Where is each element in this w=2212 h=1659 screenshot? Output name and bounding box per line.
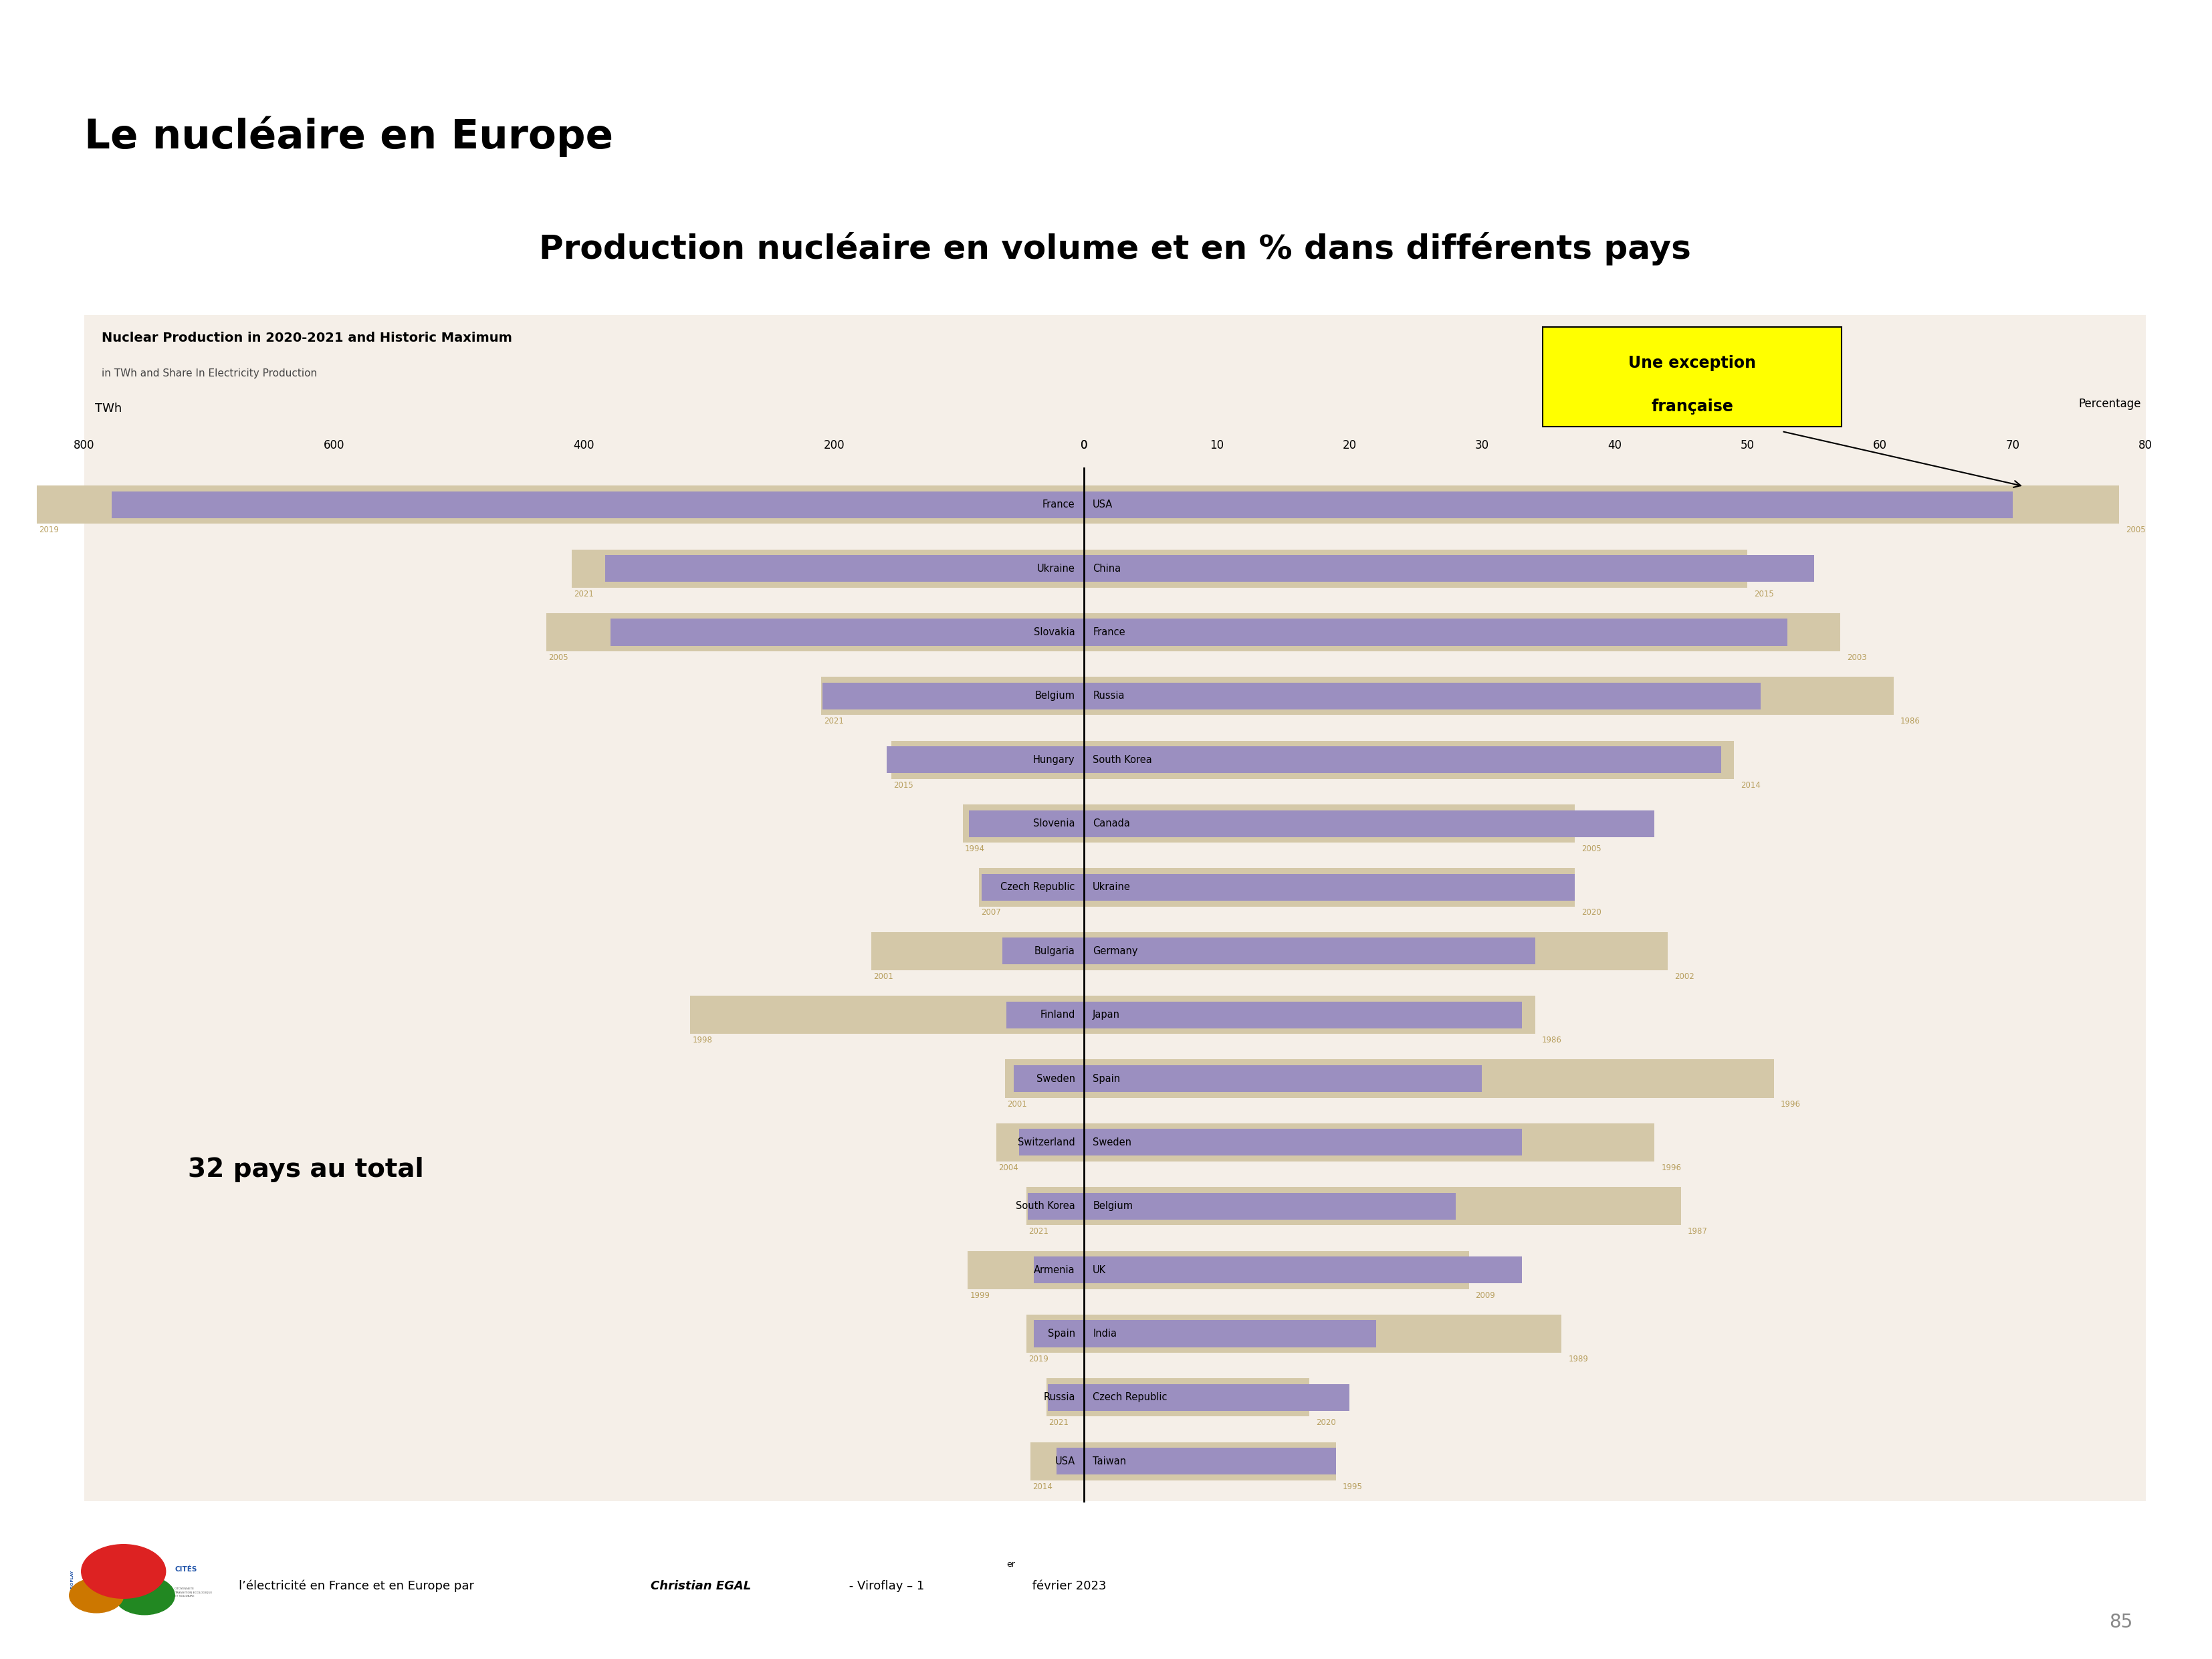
Text: 600: 600	[323, 440, 345, 451]
Text: 30: 30	[1475, 440, 1489, 451]
Text: Ukraine: Ukraine	[1037, 564, 1075, 574]
Text: Le nucléaire en Europe: Le nucléaire en Europe	[84, 116, 613, 158]
Text: TWh: TWh	[95, 403, 122, 415]
Text: 60: 60	[1874, 440, 1887, 451]
Text: 2005: 2005	[549, 654, 568, 662]
Text: Taiwan: Taiwan	[1093, 1457, 1126, 1467]
Text: 2001: 2001	[1006, 1100, 1026, 1108]
Text: 2019: 2019	[1029, 1355, 1048, 1364]
Text: Switzerland: Switzerland	[1018, 1138, 1075, 1148]
Text: Une exception: Une exception	[1628, 355, 1756, 372]
Text: 2021: 2021	[823, 717, 843, 725]
Text: 1987: 1987	[1688, 1228, 1708, 1236]
Text: 1996: 1996	[1661, 1163, 1681, 1173]
Text: 2021: 2021	[1048, 1418, 1068, 1427]
Circle shape	[82, 1545, 166, 1598]
Text: Armenia: Armenia	[1033, 1264, 1075, 1274]
Text: 2002: 2002	[1674, 972, 1694, 980]
Text: 2004: 2004	[998, 1163, 1018, 1173]
Text: 400: 400	[573, 440, 595, 451]
Text: 2015: 2015	[1754, 589, 1774, 599]
Text: in TWh and Share In Electricity Production: in TWh and Share In Electricity Producti…	[102, 368, 316, 378]
Text: Nuclear Production in 2020-2021 and Historic Maximum: Nuclear Production in 2020-2021 and Hist…	[102, 332, 513, 345]
Text: 1989: 1989	[1568, 1355, 1588, 1364]
Text: Germany: Germany	[1093, 946, 1137, 956]
Text: 32 pays au total: 32 pays au total	[188, 1156, 425, 1183]
Text: Belgium: Belgium	[1093, 1201, 1133, 1211]
Text: Percentage: Percentage	[2079, 398, 2141, 410]
Text: Spain: Spain	[1048, 1329, 1075, 1339]
Text: 50: 50	[1741, 440, 1754, 451]
Text: Slovakia: Slovakia	[1033, 627, 1075, 637]
Text: 1996: 1996	[1781, 1100, 1801, 1108]
Text: India: India	[1093, 1329, 1117, 1339]
Text: 80: 80	[2139, 440, 2152, 451]
Text: 1986: 1986	[1542, 1035, 1562, 1045]
Text: CITÉS: CITÉS	[175, 1566, 197, 1573]
Text: South Korea: South Korea	[1015, 1201, 1075, 1211]
Text: Production nucléaire en volume et en % dans différents pays: Production nucléaire en volume et en % d…	[540, 232, 1690, 265]
Text: Ukraine: Ukraine	[1093, 883, 1130, 893]
Text: France: France	[1093, 627, 1126, 637]
Text: 2020: 2020	[1582, 909, 1601, 917]
Text: 2020: 2020	[1316, 1418, 1336, 1427]
Text: l’électricité en France et en Europe par: l’électricité en France et en Europe par	[239, 1579, 478, 1593]
Text: er: er	[1006, 1559, 1015, 1569]
Text: 1999: 1999	[969, 1291, 991, 1299]
Text: Sweden: Sweden	[1093, 1138, 1133, 1148]
Text: février 2023: février 2023	[1029, 1579, 1106, 1593]
Text: UK: UK	[1093, 1264, 1106, 1274]
Circle shape	[115, 1576, 175, 1614]
Text: 1995: 1995	[1343, 1481, 1363, 1491]
Text: 0: 0	[1079, 440, 1088, 451]
Text: Canada: Canada	[1093, 818, 1130, 828]
Text: 2014: 2014	[1741, 781, 1761, 790]
Text: Slovenia: Slovenia	[1033, 818, 1075, 828]
Text: Christian EGAL: Christian EGAL	[650, 1579, 750, 1593]
Text: 2005: 2005	[2126, 526, 2146, 534]
Text: USA: USA	[1093, 499, 1113, 509]
Text: Bulgaria: Bulgaria	[1035, 946, 1075, 956]
Text: 2009: 2009	[1475, 1291, 1495, 1299]
Text: 70: 70	[2006, 440, 2020, 451]
Text: Hungary: Hungary	[1033, 755, 1075, 765]
Text: 20: 20	[1343, 440, 1356, 451]
Text: 40: 40	[1608, 440, 1621, 451]
Text: 2014: 2014	[1033, 1481, 1053, 1491]
Text: 1998: 1998	[692, 1035, 712, 1045]
Text: VIROFLAY: VIROFLAY	[71, 1569, 73, 1593]
Text: Russia: Russia	[1044, 1392, 1075, 1402]
Text: 2007: 2007	[982, 909, 1002, 917]
Text: 10: 10	[1210, 440, 1223, 451]
Text: 85: 85	[2108, 1613, 2132, 1632]
Text: CITOYENNETE
TRANSITION ECOLOGIQUE
ET SOLIDAIRE: CITOYENNETE TRANSITION ECOLOGIQUE ET SOL…	[175, 1588, 212, 1598]
Text: Russia: Russia	[1093, 692, 1124, 702]
Text: 1986: 1986	[1900, 717, 1920, 725]
Text: Belgium: Belgium	[1035, 692, 1075, 702]
Text: 2015: 2015	[894, 781, 914, 790]
Text: française: française	[1650, 398, 1734, 415]
Text: 2005: 2005	[1582, 844, 1601, 853]
Text: 200: 200	[823, 440, 845, 451]
Text: 2003: 2003	[1847, 654, 1867, 662]
Text: South Korea: South Korea	[1093, 755, 1152, 765]
Text: Czech Republic: Czech Republic	[1000, 883, 1075, 893]
Text: Finland: Finland	[1040, 1010, 1075, 1020]
Text: 2001: 2001	[874, 972, 894, 980]
Text: USA: USA	[1055, 1457, 1075, 1467]
Text: 1994: 1994	[964, 844, 984, 853]
Text: Czech Republic: Czech Republic	[1093, 1392, 1168, 1402]
Text: 800: 800	[73, 440, 95, 451]
Text: Spain: Spain	[1093, 1073, 1119, 1083]
Circle shape	[69, 1578, 124, 1613]
Text: 2021: 2021	[1029, 1228, 1048, 1236]
Text: France: France	[1042, 499, 1075, 509]
Text: 2021: 2021	[573, 589, 593, 599]
Text: Sweden: Sweden	[1035, 1073, 1075, 1083]
Text: 2019: 2019	[40, 526, 60, 534]
Text: - Viroflay – 1: - Viroflay – 1	[845, 1579, 925, 1593]
Text: China: China	[1093, 564, 1121, 574]
Text: 0: 0	[1079, 440, 1088, 451]
Text: Japan: Japan	[1093, 1010, 1119, 1020]
